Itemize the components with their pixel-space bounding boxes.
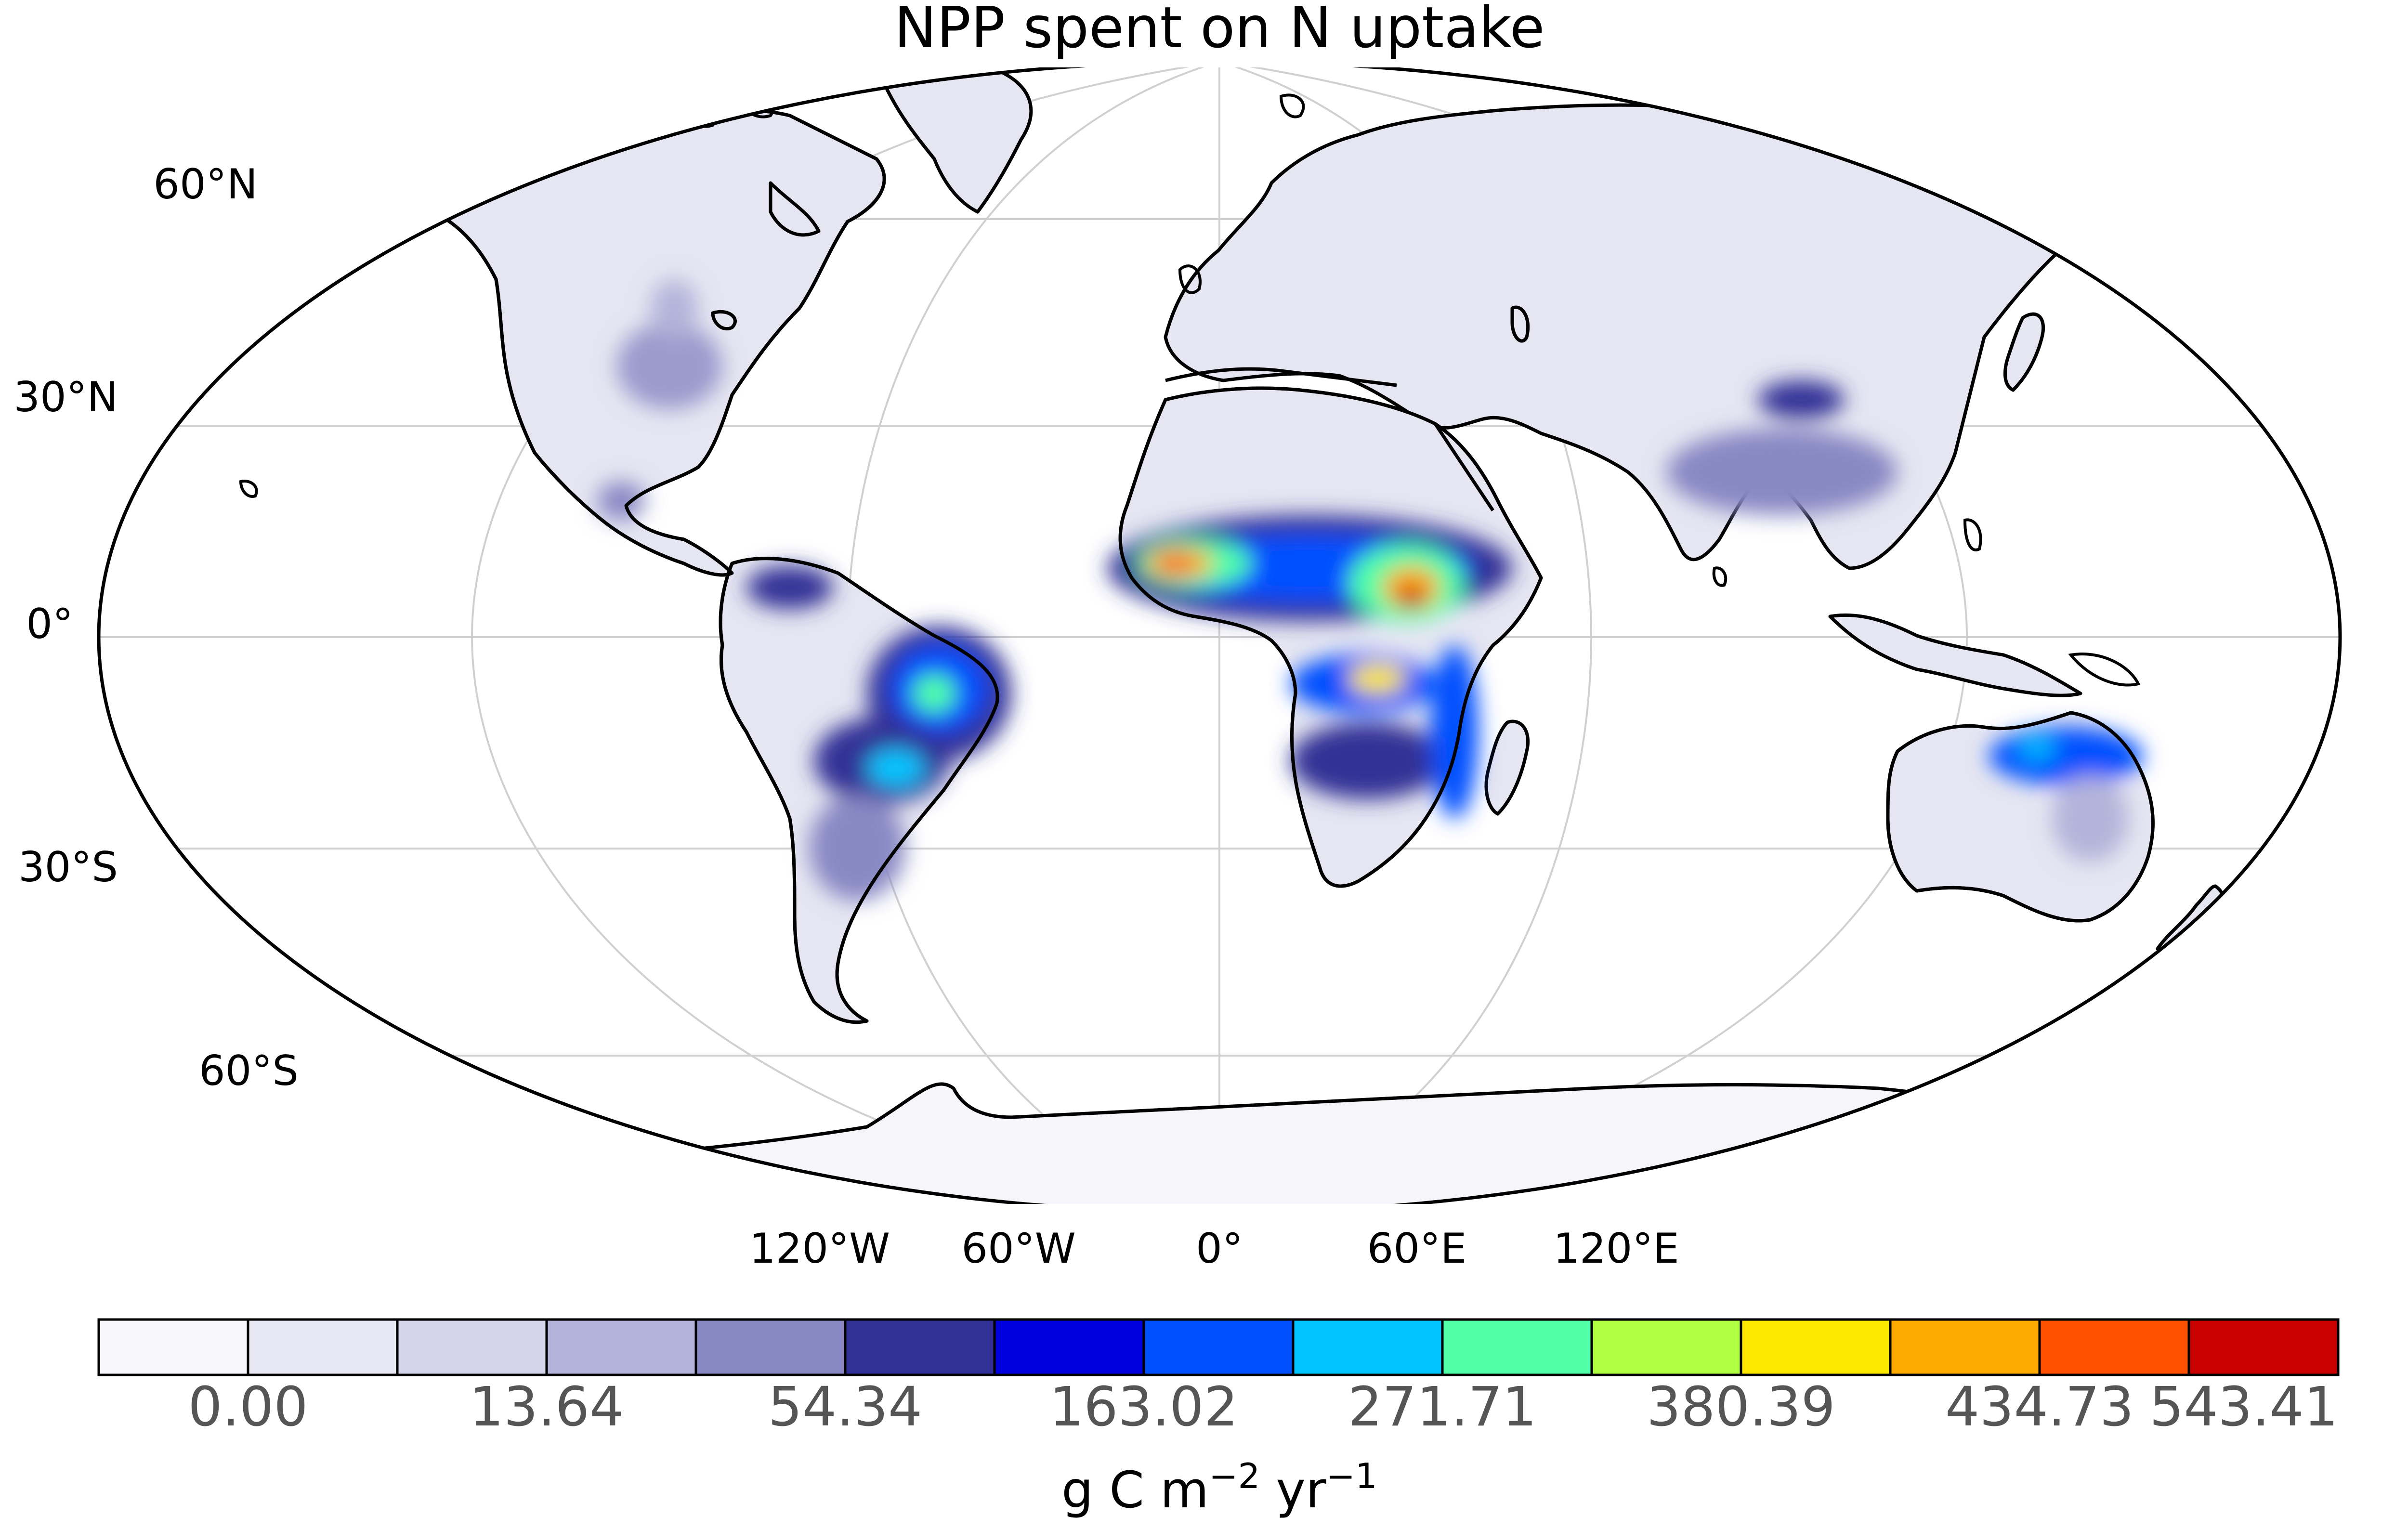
- npp-field: [597, 279, 2143, 901]
- colorbar-swatch: [1740, 1318, 1892, 1376]
- colorbar-swatch: [396, 1318, 548, 1376]
- colorbar-swatch: [694, 1318, 847, 1376]
- coast-red-sea: [1434, 423, 1494, 511]
- colorbar-swatch: [2187, 1318, 2340, 1376]
- colorbar-swatch: [1292, 1318, 1444, 1376]
- lon-label-120w: 120°W: [749, 1225, 890, 1273]
- hotspot-mozambique: [1430, 645, 1479, 819]
- island-new-guinea: [2068, 653, 2141, 687]
- lon-label-60e: 60°E: [1367, 1225, 1467, 1273]
- latitude-labels: 60°N 30°N 0° 30°S 60°S: [13, 160, 299, 1095]
- colorbar-tick-label: 543.41: [2149, 1376, 2338, 1438]
- hotspot-east-africa-peak: [1398, 586, 1425, 609]
- hotspot-southern-africa: [1291, 722, 1445, 799]
- lat-label-30n: 30°N: [13, 373, 118, 421]
- coast-africa: [1118, 386, 1543, 888]
- coast-great-lakes: [711, 310, 737, 331]
- land-japan: [2003, 312, 2045, 392]
- unit-exp2: −1: [1326, 1456, 1377, 1496]
- coast-mediterranean: [1165, 367, 1397, 387]
- lat-label-60s: 60°S: [199, 1047, 299, 1095]
- unit-exp1: −2: [1209, 1456, 1260, 1496]
- colorbar-tick-label: 434.73: [1945, 1376, 2134, 1438]
- colorbar-swatch: [97, 1318, 249, 1376]
- hotspot-north-america-west: [616, 323, 722, 409]
- coast-hudson-bay: [769, 181, 821, 237]
- colorbar-tick-label: 13.64: [470, 1376, 624, 1438]
- hotspot-australia-north-core: [2018, 739, 2056, 758]
- map-bottom-mask: [0, 1204, 2408, 1238]
- lon-label-0: 0°: [1196, 1225, 1243, 1273]
- colorbar-tick-label: 271.71: [1348, 1376, 1537, 1438]
- hotspot-india-south-asia: [1666, 429, 1898, 515]
- island-sri-lanka: [1712, 566, 1727, 587]
- colorbar-swatch: [844, 1318, 996, 1376]
- colorbar-swatch: [247, 1318, 399, 1376]
- lon-label-60w: 60°W: [961, 1225, 1075, 1273]
- colorbar-swatch: [1441, 1318, 1593, 1376]
- colorbar-tick-label: 163.02: [1049, 1376, 1238, 1438]
- hotspot-brazil-east-core: [913, 674, 956, 713]
- longitude-labels: 120°W 60°W 0° 60°E 120°E: [749, 1225, 1679, 1273]
- hotspot-brazil-central-core: [867, 749, 925, 787]
- land-indonesia: [1828, 613, 2082, 697]
- island-philippines: [1963, 518, 1982, 551]
- colorbar: [97, 1318, 2340, 1376]
- unit-mid: yr: [1260, 1461, 1326, 1519]
- colorbar-tick-label: 380.39: [1647, 1376, 1835, 1438]
- colorbar-tick-label: 54.34: [768, 1376, 923, 1438]
- lat-label-30s: 30°S: [18, 843, 118, 891]
- hotspot-china-central: [1758, 380, 1845, 419]
- land-madagascar: [1484, 719, 1530, 816]
- hotspot-north-america-rockies: [650, 279, 698, 337]
- island-hawaii: [239, 480, 258, 498]
- hotspot-paraguay: [809, 795, 905, 901]
- colorbar-swatch: [1590, 1318, 1742, 1376]
- colorbar-swatch: [1142, 1318, 1295, 1376]
- colorbar-unit-label: g C m−2 yr−1: [1061, 1456, 1377, 1519]
- island-svalbard: [1279, 93, 1305, 118]
- coast-south-america: [719, 557, 999, 1024]
- hotspot-mexico: [597, 482, 645, 520]
- colorbar-swatch: [2038, 1318, 2190, 1376]
- colorbar-swatch: [545, 1318, 697, 1376]
- colorbar-swatch: [1889, 1318, 2041, 1376]
- island-uk: [1178, 264, 1202, 294]
- colorbar-tick-labels: 0.00 13.64 54.34 163.02 271.71 380.39 43…: [188, 1376, 2338, 1438]
- unit-main: g C m: [1061, 1461, 1209, 1519]
- hotspot-australia-north-outer: [1989, 727, 2143, 785]
- coast-caspian-sea: [1510, 305, 1530, 343]
- hotspot-congo-core: [1348, 665, 1406, 693]
- lat-label-0: 0°: [26, 600, 73, 648]
- map-globe: [99, 62, 2340, 1213]
- hotspot-west-africa-peak: [1156, 555, 1194, 572]
- coast-australia: [1886, 711, 2155, 923]
- colorbar-tick-label: 0.00: [188, 1376, 308, 1438]
- hotspot-venezuela: [746, 566, 833, 609]
- colorbar-frame: [97, 1318, 2340, 1376]
- hotspot-australia-east: [2052, 775, 2129, 862]
- lon-label-120e: 120°E: [1553, 1225, 1679, 1273]
- map-top-mask: [0, 0, 2408, 67]
- map-title-overlay: NPP spent on N uptake: [894, 0, 1545, 61]
- colorbar-swatch: [993, 1318, 1145, 1376]
- lat-label-60n: 60°N: [153, 160, 258, 209]
